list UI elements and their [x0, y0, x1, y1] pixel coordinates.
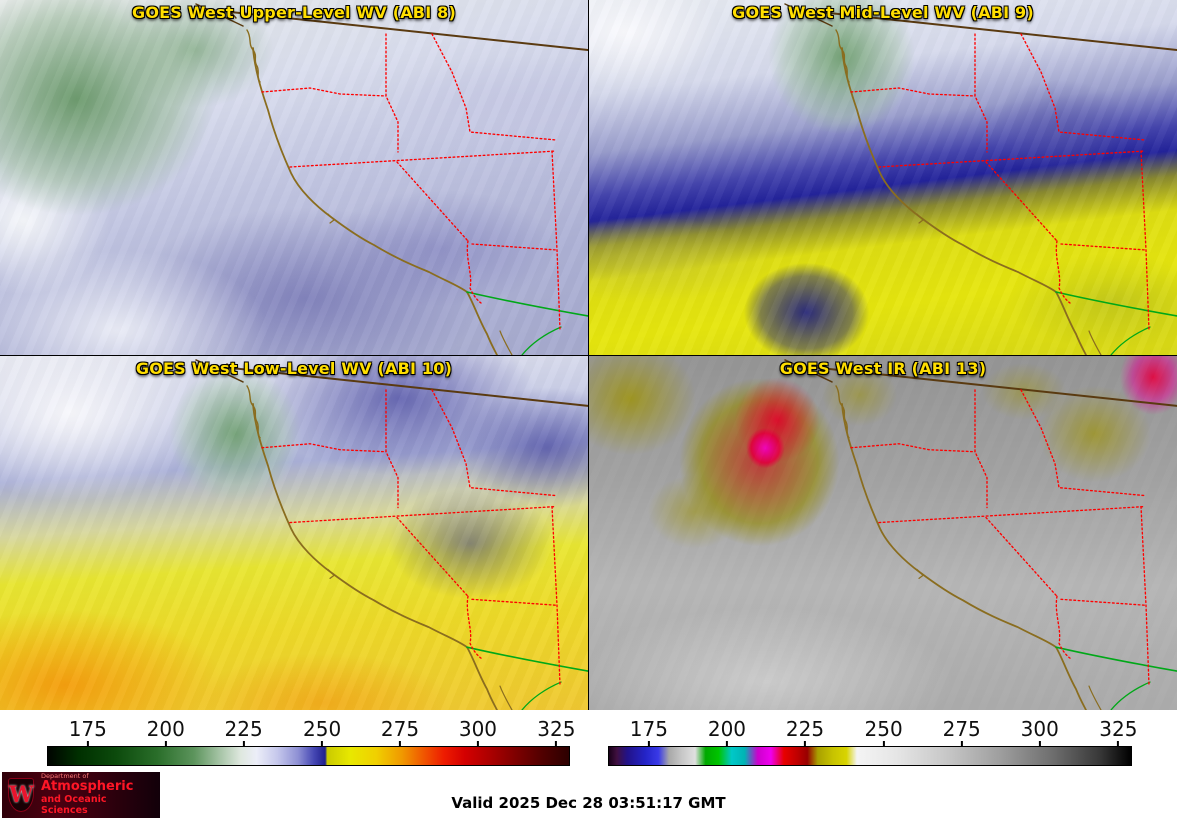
uw-aos-logo: W Department of Atmospheric and Oceanic …	[2, 772, 160, 818]
footer: W Department of Atmospheric and Oceanic …	[0, 772, 1177, 818]
logo-line-oceanic: and Oceanic Sciences	[41, 794, 107, 817]
panel-low-level-wv: GOES West Low-Level WV (ABI 10)	[0, 356, 588, 710]
tick-label: 250	[303, 719, 341, 746]
panel-ir: GOES West IR (ABI 13)	[589, 356, 1177, 710]
wv-colorbar-gradient	[47, 746, 570, 766]
panel-mid-level-wv: GOES West Mid-Level WV (ABI 9)	[589, 0, 1177, 355]
ir-imagery	[589, 356, 1177, 710]
panel-upper-level-wv: GOES West Upper-Level WV (ABI 8)	[0, 0, 588, 355]
map-overlay	[784, 358, 1177, 710]
panel-title-low-wv: GOES West Low-Level WV (ABI 10)	[135, 359, 453, 378]
tick-label: 325	[537, 719, 575, 746]
colorbar-row: 175 200 225 250 275 300 325 175 200 225 …	[0, 710, 1177, 772]
map-overlay	[195, 3, 588, 355]
tick-label: 225	[225, 719, 263, 746]
logo-text: Department of Atmospheric and Oceanic Sc…	[41, 771, 154, 817]
tick-label: 175	[630, 719, 668, 746]
tick-label: 275	[381, 719, 419, 746]
map-overlay	[195, 358, 588, 710]
tick-label: 200	[708, 719, 746, 746]
panel-title-mid-wv: GOES West Mid-Level WV (ABI 9)	[732, 3, 1034, 22]
panel-grid: GOES West Upper-Level WV (ABI 8) GOES We…	[0, 0, 1177, 710]
wv-colorbar-tick-labels: 175 200 225 250 275 300 325	[47, 712, 576, 746]
tick-label: 275	[943, 719, 981, 746]
tick-label: 300	[1021, 719, 1059, 746]
logo-line-atmospheric: Atmospheric	[41, 779, 134, 795]
tick-label: 175	[69, 719, 107, 746]
map-overlay	[784, 3, 1177, 355]
valid-time: Valid 2025 Dec 28 03:51:17 GMT	[451, 794, 726, 812]
mid-level-wv-imagery	[589, 0, 1177, 355]
ir-colorbar-gradient	[608, 746, 1132, 766]
tick-label: 200	[147, 719, 185, 746]
panel-title-ir: GOES West IR (ABI 13)	[779, 359, 987, 378]
uw-crest-icon: W	[8, 778, 34, 812]
tick-label: 250	[865, 719, 903, 746]
tick-label: 300	[459, 719, 497, 746]
ir-colorbar: 175 200 225 250 275 300 325	[608, 712, 1138, 772]
logo-line-department: Department of	[41, 771, 89, 780]
tick-label: 225	[786, 719, 824, 746]
panel-title-upper-wv: GOES West Upper-Level WV (ABI 8)	[132, 3, 456, 22]
ir-colorbar-tick-labels: 175 200 225 250 275 300 325	[608, 712, 1138, 746]
tick-label: 325	[1099, 719, 1137, 746]
wv-colorbar: 175 200 225 250 275 300 325	[47, 712, 576, 772]
